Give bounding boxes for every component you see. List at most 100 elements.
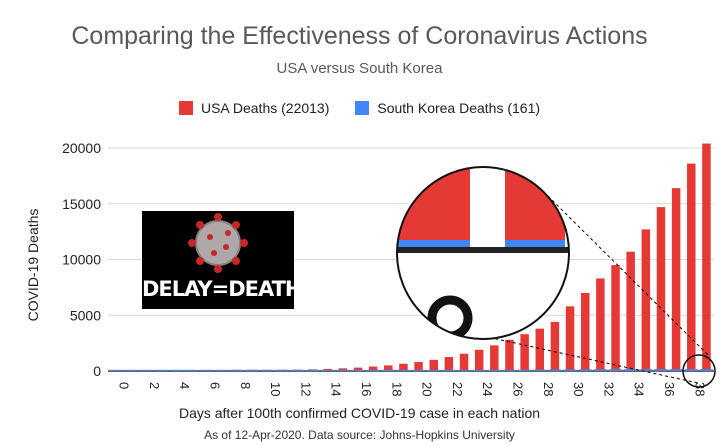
bar-south-korea [290, 369, 304, 371]
chart-subtitle: USA versus South Korea [276, 60, 443, 77]
bar-south-korea [442, 369, 456, 371]
x-tick-label: 20 [420, 382, 435, 396]
bar-usa [611, 265, 620, 371]
bar-usa [384, 365, 393, 371]
bar-south-korea [366, 369, 380, 371]
x-tick-label: 18 [389, 382, 404, 396]
y-tick-label: 5000 [70, 307, 101, 323]
bar-south-korea [624, 369, 638, 371]
bar-south-korea [427, 369, 441, 371]
zoom-axis [397, 247, 569, 253]
bar-south-korea [502, 369, 517, 371]
bar-south-korea [109, 369, 123, 371]
bar-south-korea [305, 369, 320, 371]
y-tick-label: 10000 [62, 252, 101, 268]
legend-swatch-usa [178, 101, 193, 115]
x-axis-label: Days after 100th confirmed COVID-19 case… [178, 405, 541, 421]
bar-south-korea [245, 369, 259, 371]
bar-south-korea [351, 369, 365, 371]
bar-south-korea [139, 369, 153, 371]
bar-usa [353, 367, 363, 371]
bar-usa [702, 143, 711, 371]
bar-south-korea [124, 369, 138, 371]
legend-label-usa: USA Deaths (22013) [200, 100, 330, 116]
bars [109, 143, 713, 371]
bar-south-korea [275, 369, 289, 371]
bar-south-korea [472, 369, 486, 371]
bar-south-korea [533, 369, 547, 371]
bar-usa [687, 163, 696, 371]
bar-usa [505, 339, 514, 371]
bar-south-korea [184, 369, 198, 371]
bar-south-korea [518, 369, 532, 371]
bar-usa [474, 349, 484, 371]
delay-death-badge: DELAY=DEATH [142, 211, 294, 309]
x-tick-label: 36 [662, 382, 677, 396]
legend-swatch-south-korea [355, 101, 370, 115]
bar-south-korea [639, 369, 653, 371]
bar-south-korea [321, 369, 335, 371]
legend: USA Deaths (22013) South Korea Deaths (1… [0, 100, 719, 116]
bar-south-korea [154, 369, 168, 371]
bar-usa [671, 188, 681, 371]
bar-south-korea [593, 369, 607, 371]
zoom-bar-usa [397, 167, 470, 240]
x-tick-label: 28 [541, 382, 556, 396]
x-tick-label: 34 [632, 382, 647, 396]
bar-usa [399, 363, 408, 371]
bar-usa [641, 229, 651, 371]
bar-south-korea [396, 369, 410, 371]
bar-south-korea [608, 369, 623, 371]
bar-usa [520, 334, 529, 371]
bar-usa [596, 278, 605, 371]
bar-usa [414, 362, 423, 371]
bar-usa [490, 345, 499, 371]
zoom-guide-line [459, 330, 699, 384]
bar-south-korea [578, 369, 592, 371]
bar-south-korea [654, 369, 668, 371]
bar-south-korea [699, 369, 713, 371]
y-tick-label: 20000 [62, 140, 101, 156]
y-tick-labels: 0 5000 10000 15000 20000 [62, 140, 101, 379]
x-tick-label: 32 [601, 382, 616, 396]
x-tick-label: 4 [177, 382, 192, 389]
bar-usa [459, 353, 469, 371]
bar-south-korea [260, 369, 274, 371]
x-tick-labels: 0 2 4 6 8 10 12 14 16 18 20 22 24 26 28 30 32 34 36 38 [117, 382, 708, 396]
x-tick-label: 12 [298, 382, 313, 396]
bar-usa [580, 292, 590, 371]
zoom-lens-ring [396, 166, 570, 340]
bar-south-korea [563, 369, 577, 371]
bar-usa [565, 306, 575, 371]
bar-usa [444, 357, 454, 371]
bar-south-korea [412, 369, 426, 371]
bar-south-korea [669, 369, 683, 371]
bar-south-korea [169, 369, 183, 371]
x-tick-label: 26 [510, 382, 525, 396]
bar-south-korea [381, 369, 395, 371]
chart-title: Comparing the Effectiveness of Coronavir… [71, 22, 648, 50]
legend-item-south-korea: South Korea Deaths (161) [355, 100, 540, 116]
bar-south-korea [548, 369, 562, 371]
footnote: As of 12-Apr-2020. Data source: Johns-Ho… [204, 428, 515, 442]
bar-south-korea [230, 369, 244, 371]
legend-item-usa: USA Deaths (22013) [178, 100, 330, 116]
bar-south-korea [336, 369, 350, 371]
bar-usa [535, 328, 545, 371]
bar-usa [429, 359, 438, 371]
y-tick-label: 15000 [62, 196, 101, 212]
bar-south-korea [487, 369, 501, 371]
bar-usa [368, 366, 378, 371]
y-tick-label: 0 [93, 363, 101, 379]
x-tick-label: 38 [692, 382, 707, 396]
zoom-magnifier [396, 166, 716, 388]
badge-text: DELAY=DEATH [142, 277, 294, 301]
x-tick-label: 10 [268, 382, 283, 396]
bar-usa [338, 368, 348, 371]
legend-label-south-korea: South Korea Deaths (161) [377, 100, 541, 116]
x-tick-label: 14 [329, 382, 344, 396]
zoom-lens-content [397, 167, 569, 339]
bar-south-korea [684, 369, 698, 371]
x-tick-label: 24 [480, 382, 495, 396]
bar-usa [550, 321, 560, 371]
